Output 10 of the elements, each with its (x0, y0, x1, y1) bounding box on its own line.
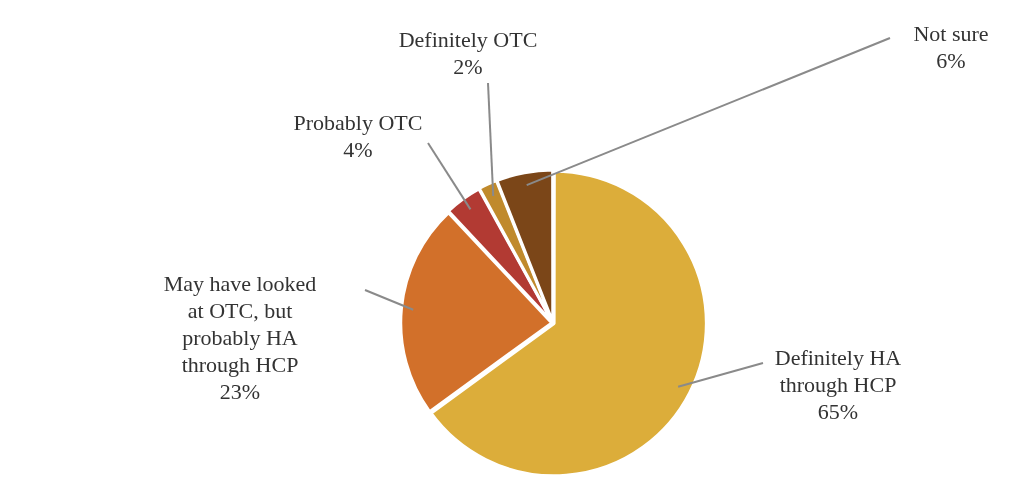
data-label: 65% (817, 398, 859, 424)
data-label: 6% (936, 47, 966, 73)
data-label: 4% (343, 136, 373, 162)
slice-label: Definitely OTC (398, 26, 538, 52)
data-label: 2% (453, 53, 483, 79)
slice-label: Probably OTC (293, 109, 423, 135)
slice-label: Definitely HA through HCP (774, 344, 902, 397)
data-label: 23% (219, 378, 261, 404)
slice-label: May have looked at OTC, but probably HA through HCP (163, 270, 317, 377)
slice-label: Not sure (913, 20, 989, 46)
